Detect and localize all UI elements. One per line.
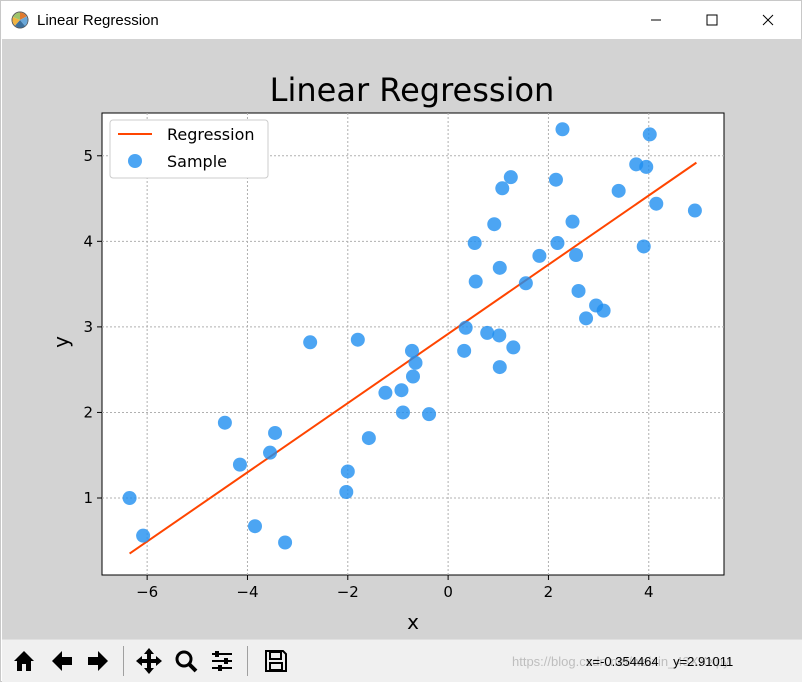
sample-point (340, 464, 355, 479)
minimize-icon (651, 19, 661, 21)
x-axis-label: x (407, 610, 419, 634)
save-icon (265, 650, 287, 672)
forward-icon (88, 651, 108, 671)
sample-point (404, 343, 419, 358)
zoom-button[interactable] (170, 645, 202, 677)
sample-point (408, 355, 423, 370)
sample-series (122, 122, 702, 550)
back-button[interactable] (46, 645, 78, 677)
sample-point (268, 425, 283, 440)
x-tick-label: 4 (644, 583, 654, 601)
sample-point (422, 407, 437, 422)
y-axis-label: y (49, 336, 73, 348)
minimize-button[interactable] (633, 1, 679, 39)
sample-point (339, 485, 354, 500)
sample-point (642, 127, 657, 142)
y-tick-label: 1 (83, 489, 93, 507)
sample-point (649, 196, 664, 211)
x-tick-label: −2 (337, 583, 359, 601)
pan-button[interactable] (133, 645, 165, 677)
back-icon (52, 651, 72, 671)
matplotlib-logo-icon (11, 11, 29, 29)
axis-ticks: −6 −4 −2 0 2 4 1 2 3 4 5 (83, 147, 653, 601)
sample-point (350, 332, 365, 347)
sample-point (571, 283, 586, 298)
x-tick-label: 2 (544, 583, 554, 601)
sample-point (480, 325, 495, 340)
sample-point (506, 340, 521, 355)
sample-point (639, 159, 654, 174)
configure-subplots-icon (212, 651, 232, 671)
x-tick-label: 0 (443, 583, 453, 601)
home-icon (14, 651, 34, 671)
sample-point (492, 260, 507, 275)
sample-point (263, 445, 278, 460)
figure-canvas[interactable]: Linear Regression −6 −4 −2 0 2 4 1 2 3 4 5 x y Reg… (2, 39, 802, 639)
chart: Linear Regression −6 −4 −2 0 2 4 1 2 3 4 5 x y Reg… (49, 71, 725, 634)
sample-point (217, 415, 232, 430)
sample-point (495, 181, 510, 196)
configure-subplots-button[interactable] (206, 645, 238, 677)
zoom-icon (175, 650, 198, 673)
maximize-icon (706, 14, 718, 26)
sample-point (569, 248, 584, 263)
chart-title: Linear Regression (270, 71, 555, 109)
sample-point (548, 172, 563, 187)
sample-point (406, 369, 420, 384)
sample-point (395, 405, 410, 420)
sample-point (378, 385, 393, 400)
legend-regression-label: Regression (167, 125, 255, 144)
sample-point (361, 431, 376, 446)
sample-point (247, 519, 262, 534)
sample-point (492, 360, 507, 375)
y-tick-label: 4 (83, 232, 93, 250)
legend-sample-label: Sample (167, 152, 227, 171)
x-tick-label: −6 (136, 583, 158, 601)
sample-point (550, 236, 565, 251)
sample-point (122, 491, 137, 505)
window-title: Linear Regression (37, 12, 159, 29)
sample-point (532, 248, 547, 263)
sample-point (555, 122, 570, 137)
x-tick-label: −4 (236, 583, 258, 601)
toolbar-separator (123, 646, 124, 676)
sample-point (487, 217, 502, 232)
toolbar-separator (247, 646, 248, 676)
cursor-coordinates: x=-0.354464 y=2.91011 (586, 654, 734, 669)
title-bar[interactable]: Linear Regression (1, 1, 801, 39)
pan-icon (136, 648, 162, 674)
sample-point (394, 383, 409, 398)
sample-point (687, 203, 702, 218)
sample-point (303, 335, 318, 350)
legend: Regression Sample (109, 119, 269, 179)
sample-point (278, 535, 293, 550)
y-tick-label: 5 (83, 147, 93, 165)
sample-point (458, 320, 473, 335)
navigation-toolbar: https://blog.csdn.net/weixin_43XXXpy x=-… (2, 639, 802, 682)
sample-point (232, 457, 247, 472)
close-icon (762, 14, 774, 26)
sample-point (518, 276, 533, 291)
sample-point (503, 170, 518, 185)
sample-point (579, 311, 594, 326)
legend-sample-swatch (128, 154, 142, 168)
sample-point (636, 239, 651, 254)
sample-point (468, 274, 483, 289)
home-button[interactable] (8, 645, 40, 677)
sample-point (492, 328, 507, 343)
y-tick-label: 3 (83, 318, 93, 336)
sample-point (136, 528, 151, 543)
y-tick-label: 2 (83, 403, 93, 421)
sample-point (611, 183, 626, 198)
sample-point (457, 343, 472, 358)
forward-button[interactable] (82, 645, 114, 677)
maximize-button[interactable] (689, 1, 735, 39)
close-button[interactable] (745, 1, 791, 39)
sample-point (596, 303, 611, 318)
sample-point (565, 214, 580, 229)
sample-point (467, 236, 482, 251)
save-button[interactable] (260, 645, 292, 677)
watermark: https://blog.csdn.net/weixin_43XXXpy (512, 654, 730, 669)
